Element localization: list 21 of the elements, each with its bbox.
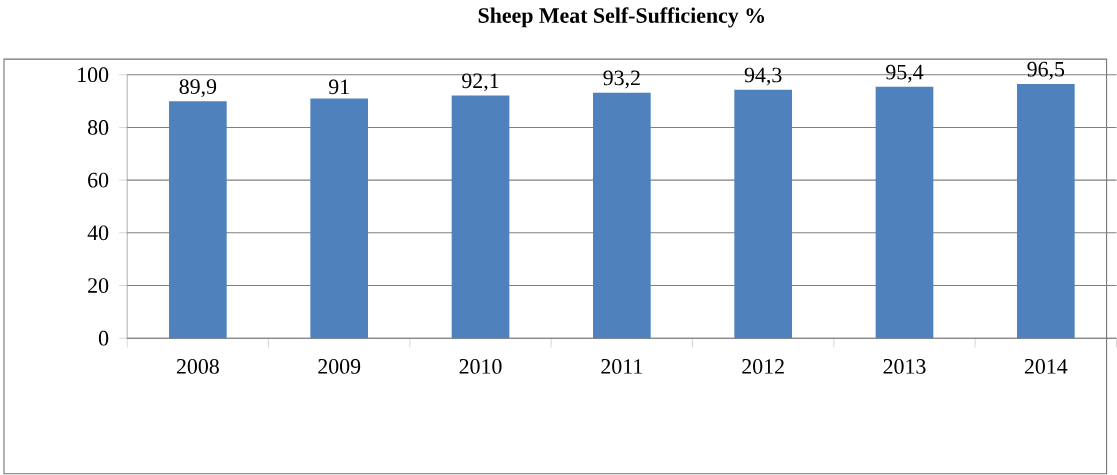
y-tick-label: 40	[87, 225, 109, 241]
x-tick-label: 2012	[742, 358, 784, 374]
data-label: 94,3	[744, 67, 782, 86]
x-tick-label: 2010	[459, 358, 502, 374]
x-tick-label: 2011	[601, 358, 642, 374]
data-label: 92,1	[462, 73, 499, 92]
x-tick-label: 2008	[176, 358, 219, 374]
x-tick-label: 2014	[1024, 358, 1068, 374]
x-tick-label: 2013	[883, 358, 926, 374]
data-label: 91	[328, 79, 349, 95]
y-tick-label: 100	[78, 67, 109, 82]
x-tick-label: 2009	[318, 358, 361, 374]
y-tick-label: 80	[87, 119, 109, 135]
y-tick-label: 0	[98, 330, 109, 346]
data-label: 93,2	[603, 70, 640, 89]
data-label: 89,9	[179, 79, 217, 97]
data-label: 96,5	[1027, 61, 1065, 80]
chart-title: Sheep Meat Self-Sufficiency %	[478, 7, 765, 28]
y-tick-label: 60	[88, 172, 109, 188]
y-tick-label: 20	[88, 278, 109, 293]
data-label: 95,4	[886, 64, 924, 83]
